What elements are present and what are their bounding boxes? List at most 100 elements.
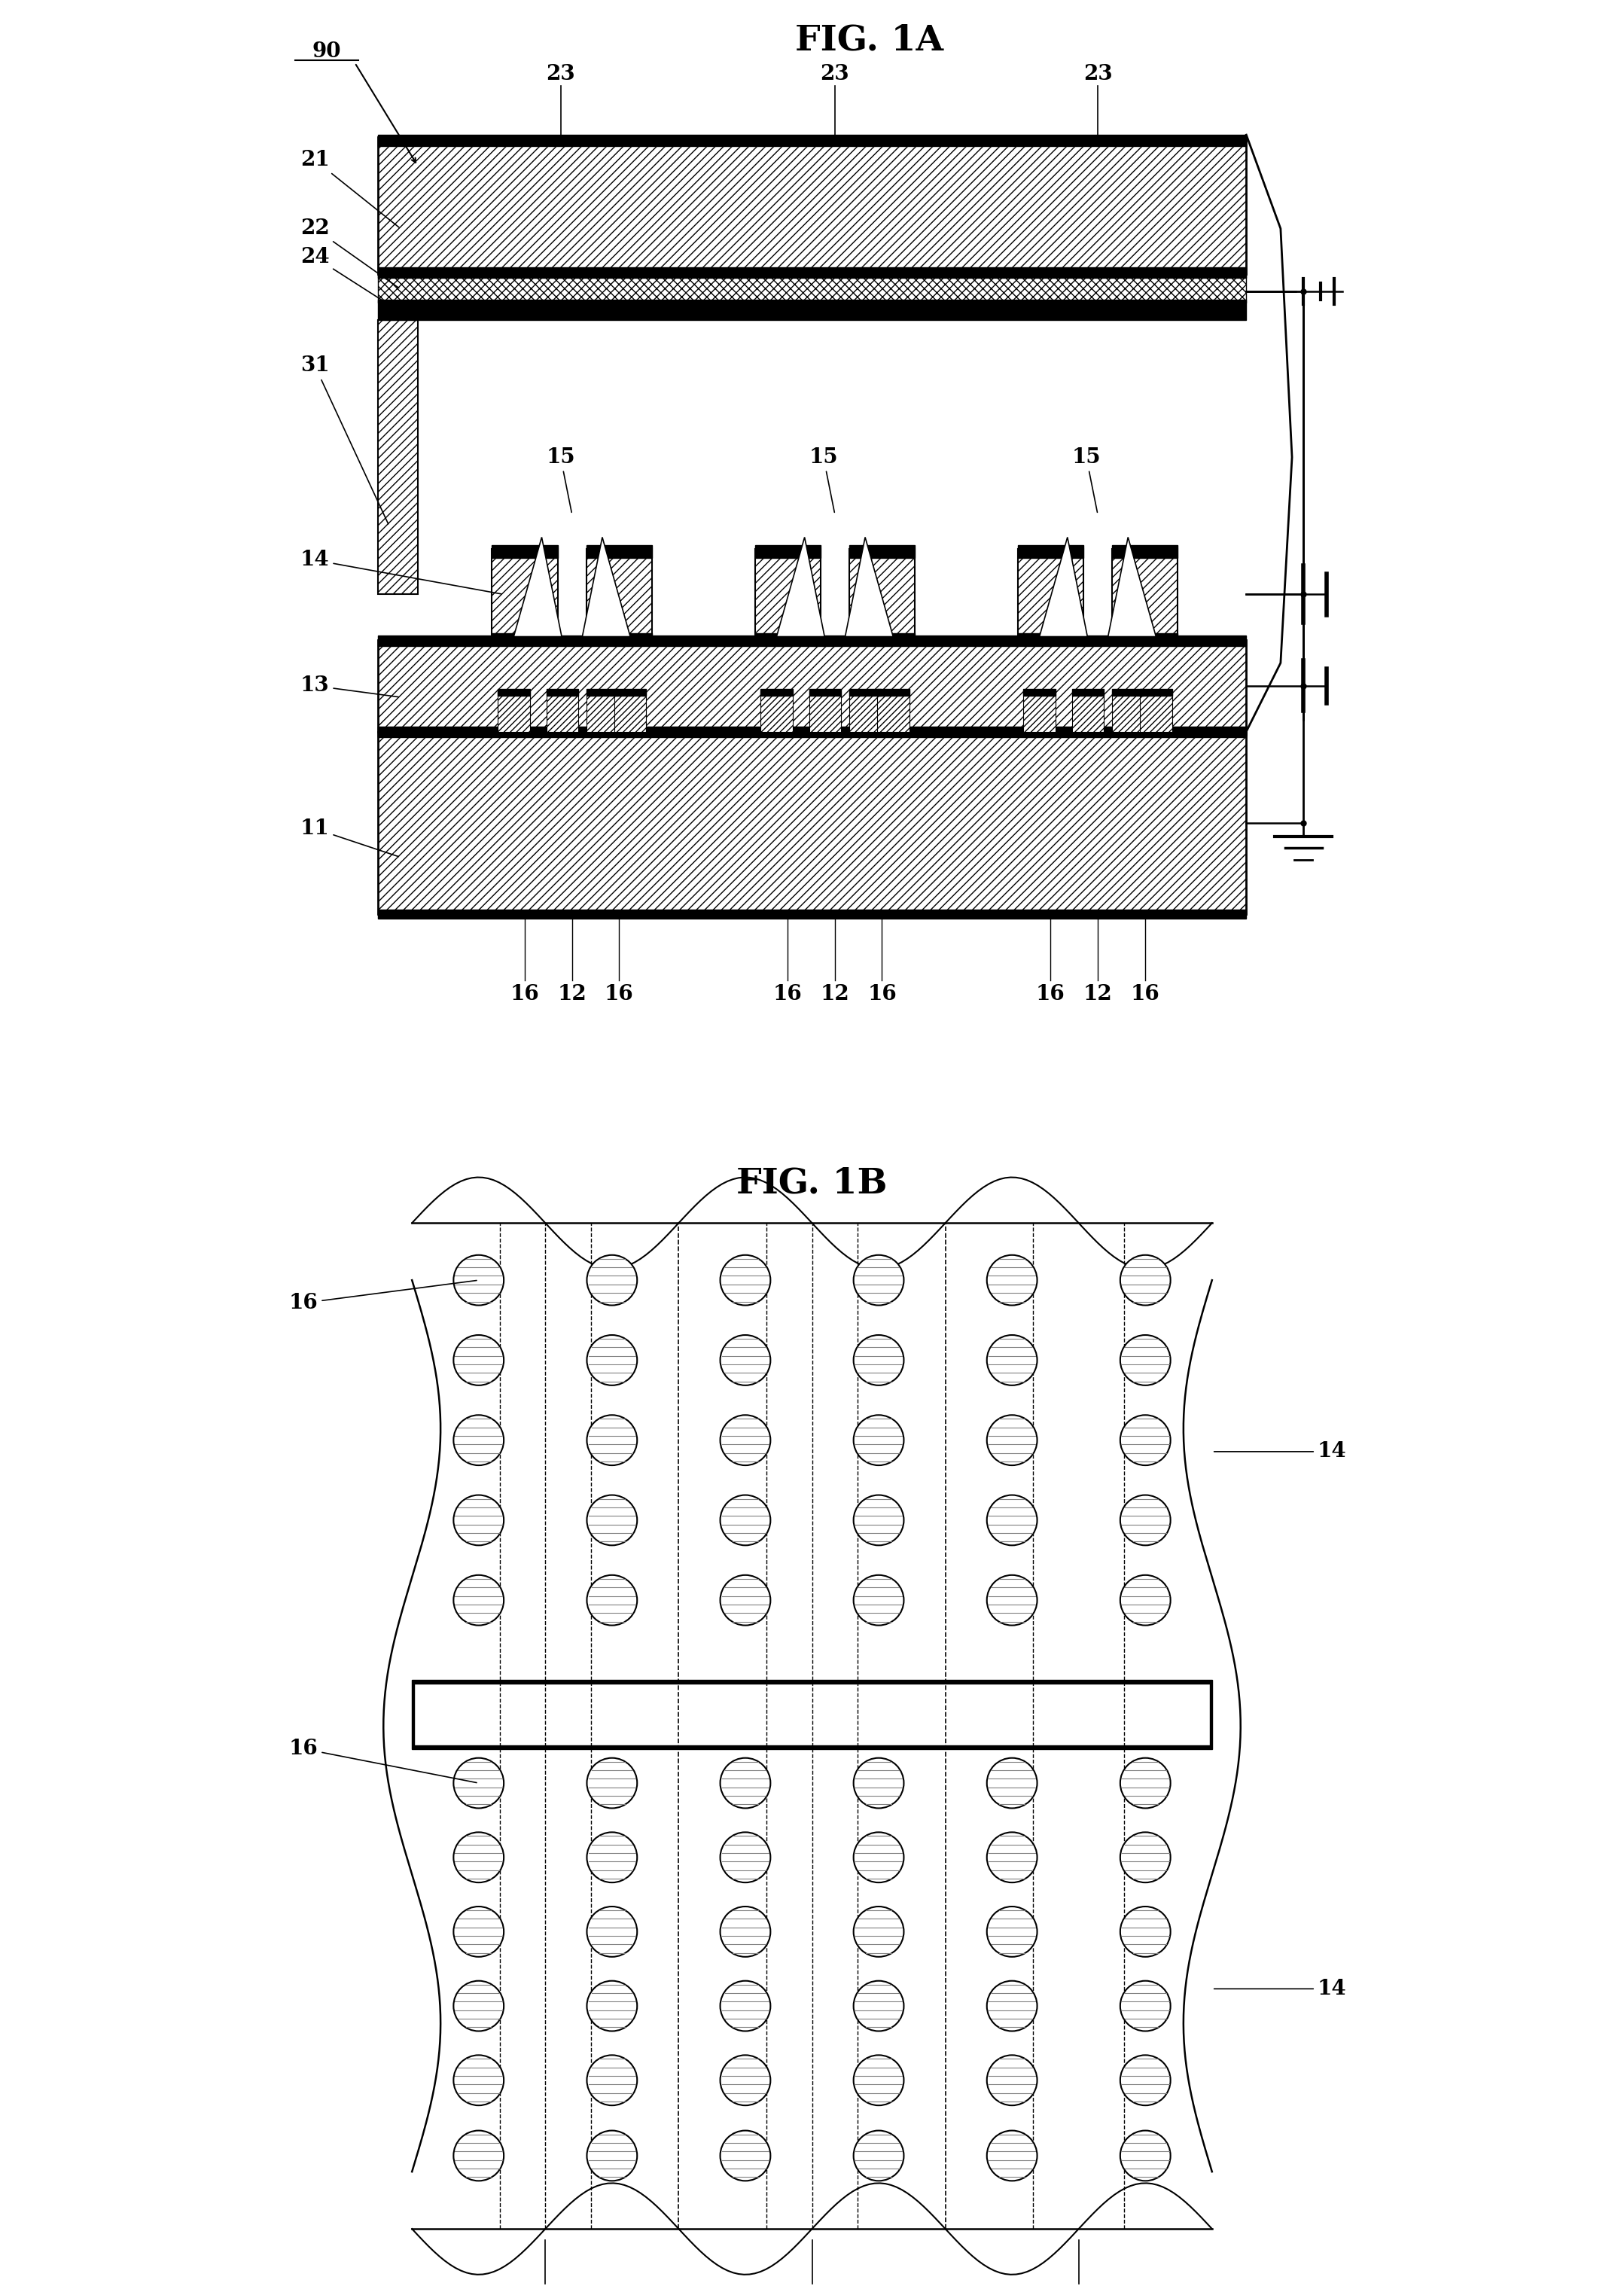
Circle shape bbox=[719, 1980, 770, 2032]
Bar bbox=[492, 546, 557, 558]
Circle shape bbox=[987, 1833, 1038, 1884]
Circle shape bbox=[586, 2055, 637, 2105]
Circle shape bbox=[1121, 1575, 1171, 1625]
Text: 16: 16 bbox=[1036, 985, 1065, 1004]
Circle shape bbox=[719, 1415, 770, 1465]
Bar bbox=[1023, 690, 1056, 732]
Circle shape bbox=[586, 2131, 637, 2181]
Circle shape bbox=[453, 1495, 503, 1545]
Circle shape bbox=[854, 1907, 905, 1957]
Polygon shape bbox=[513, 537, 562, 636]
Circle shape bbox=[987, 1255, 1038, 1305]
Text: 12: 12 bbox=[557, 985, 586, 1004]
Bar bbox=[760, 690, 793, 732]
Text: 11: 11 bbox=[300, 818, 398, 857]
Bar bbox=[760, 688, 793, 695]
Circle shape bbox=[854, 2055, 905, 2105]
Circle shape bbox=[1121, 1758, 1171, 1808]
Circle shape bbox=[854, 1575, 905, 1625]
Text: 14: 14 bbox=[1215, 1980, 1346, 1998]
Text: 14: 14 bbox=[300, 551, 502, 594]
Circle shape bbox=[987, 1980, 1038, 2032]
Circle shape bbox=[453, 1415, 503, 1465]
Circle shape bbox=[987, 2055, 1038, 2105]
Bar bbox=[378, 137, 1246, 274]
Text: 16: 16 bbox=[1130, 985, 1160, 1004]
Circle shape bbox=[987, 1907, 1038, 1957]
Bar bbox=[755, 549, 820, 640]
Bar bbox=[378, 910, 1246, 919]
Circle shape bbox=[1121, 1907, 1171, 1957]
Circle shape bbox=[854, 1415, 905, 1465]
Polygon shape bbox=[1039, 537, 1088, 636]
Circle shape bbox=[719, 1255, 770, 1305]
Bar bbox=[497, 690, 529, 732]
Bar bbox=[586, 546, 651, 558]
Bar bbox=[586, 688, 619, 695]
Bar bbox=[492, 549, 557, 640]
Circle shape bbox=[586, 1907, 637, 1957]
Bar bbox=[546, 688, 578, 695]
Text: 16: 16 bbox=[289, 1280, 476, 1312]
Bar bbox=[412, 1680, 1212, 1749]
Bar bbox=[614, 688, 646, 695]
Bar bbox=[546, 690, 578, 732]
Text: 23: 23 bbox=[546, 64, 575, 85]
Polygon shape bbox=[1108, 537, 1156, 636]
Circle shape bbox=[586, 1980, 637, 2032]
Circle shape bbox=[1121, 2055, 1171, 2105]
Circle shape bbox=[854, 1495, 905, 1545]
Bar bbox=[1112, 688, 1143, 695]
Bar bbox=[378, 302, 1246, 320]
Text: 24: 24 bbox=[300, 247, 400, 311]
Bar bbox=[849, 633, 914, 645]
Circle shape bbox=[719, 1758, 770, 1808]
Circle shape bbox=[719, 2055, 770, 2105]
Circle shape bbox=[719, 1575, 770, 1625]
Text: 23: 23 bbox=[820, 64, 849, 85]
Bar bbox=[378, 320, 417, 594]
Circle shape bbox=[987, 1575, 1038, 1625]
Circle shape bbox=[719, 2131, 770, 2181]
Text: 12: 12 bbox=[820, 985, 849, 1004]
Text: 12: 12 bbox=[1083, 985, 1112, 1004]
Bar bbox=[414, 1682, 1210, 1747]
Bar bbox=[586, 690, 619, 732]
Circle shape bbox=[453, 1980, 503, 2032]
Text: 16: 16 bbox=[604, 985, 633, 1004]
Circle shape bbox=[453, 1907, 503, 1957]
Text: 16: 16 bbox=[773, 985, 802, 1004]
Text: 21: 21 bbox=[300, 151, 400, 226]
Circle shape bbox=[586, 1833, 637, 1884]
Circle shape bbox=[453, 1335, 503, 1385]
Circle shape bbox=[586, 1495, 637, 1545]
Bar bbox=[614, 690, 646, 732]
Circle shape bbox=[586, 1758, 637, 1808]
Circle shape bbox=[1121, 1335, 1171, 1385]
Bar bbox=[849, 690, 882, 732]
Bar bbox=[1140, 690, 1173, 732]
Bar bbox=[586, 633, 651, 645]
Text: 90: 90 bbox=[312, 41, 341, 62]
Bar bbox=[755, 546, 820, 558]
Bar bbox=[378, 640, 1246, 732]
Bar bbox=[497, 688, 529, 695]
Circle shape bbox=[719, 1833, 770, 1884]
Circle shape bbox=[586, 1575, 637, 1625]
Text: 16: 16 bbox=[510, 985, 539, 1004]
Bar bbox=[378, 274, 1246, 302]
Circle shape bbox=[854, 1255, 905, 1305]
Bar bbox=[1072, 690, 1104, 732]
Bar bbox=[1112, 549, 1177, 640]
Bar bbox=[1112, 633, 1177, 645]
Circle shape bbox=[854, 1335, 905, 1385]
Bar bbox=[1140, 688, 1173, 695]
Bar bbox=[849, 549, 914, 640]
Circle shape bbox=[719, 1907, 770, 1957]
Circle shape bbox=[987, 2131, 1038, 2181]
Bar bbox=[1018, 546, 1083, 558]
Bar bbox=[809, 688, 841, 695]
Circle shape bbox=[586, 1255, 637, 1305]
Bar bbox=[809, 690, 841, 732]
Text: 15: 15 bbox=[1072, 448, 1101, 512]
